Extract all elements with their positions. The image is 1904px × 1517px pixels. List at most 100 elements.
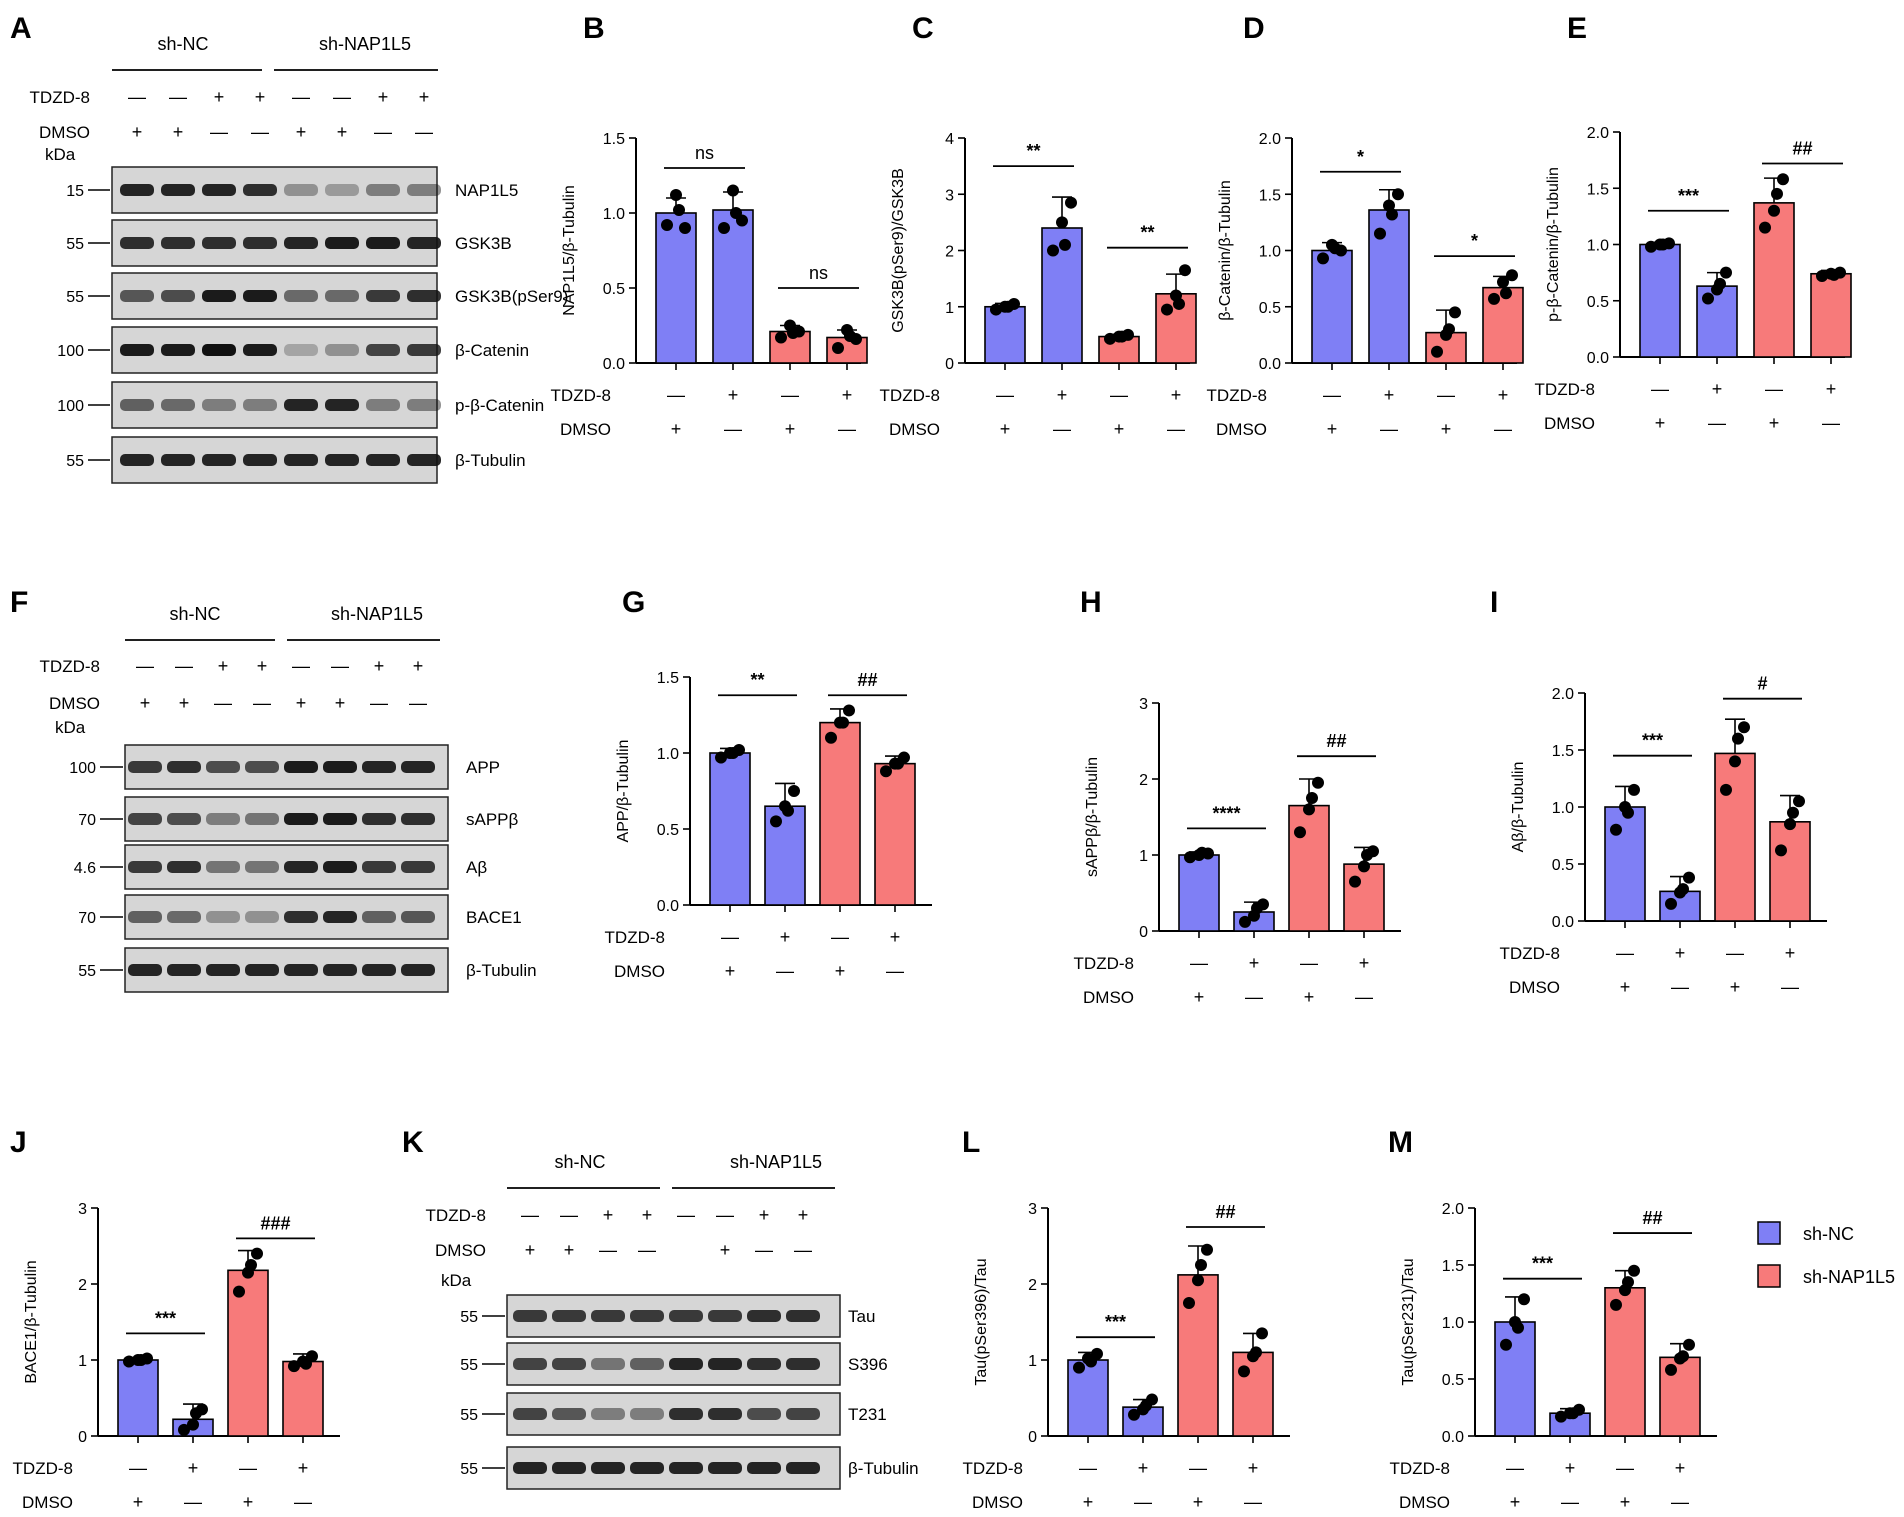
chart-M-data-point	[1610, 1298, 1622, 1311]
chart-D-y-tick-label: 2.0	[1259, 131, 1281, 148]
chart-J-bar	[282, 1360, 324, 1437]
blot-A-marker-label: 55	[66, 236, 84, 253]
chart-H-y-tick-label: 3	[1139, 696, 1148, 713]
chart-M-dmso-sign: +	[1620, 1492, 1631, 1512]
chart-M-bar	[1494, 1321, 1536, 1437]
blot-F-band	[206, 761, 240, 773]
blot-F-tdzd-row-label: TDZD-8	[40, 657, 100, 676]
chart-C-y-tick-label: 4	[945, 131, 954, 148]
chart-M-y-tick-label: 1.5	[1442, 1258, 1464, 1275]
chart-I-data-point	[1784, 818, 1796, 831]
blot-K-band	[747, 1310, 781, 1322]
chart-J-data-point	[190, 1407, 202, 1420]
blot-A-band	[161, 184, 195, 196]
chart-E-y-tick-label: 0.5	[1587, 294, 1609, 311]
blot-F-band	[323, 964, 357, 976]
blot-F-protein-label: APP	[466, 758, 500, 777]
chart-H-bar	[1178, 854, 1220, 932]
chart-M-data-point	[1628, 1264, 1640, 1277]
chart-M-y-tick-label: 1.0	[1442, 1315, 1464, 1332]
chart-I-tdzd-sign: +	[1785, 943, 1796, 963]
chart-I-dmso-sign: +	[1730, 977, 1741, 997]
blot-A-band	[243, 344, 277, 356]
chart-J-tdzd-row-label: TDZD-8	[13, 1459, 73, 1478]
blot-F-protein-label: sAPPβ	[466, 810, 519, 829]
chart-C-data-point	[1161, 303, 1173, 316]
chart-C-data-point	[1179, 264, 1191, 277]
chart-D-y-tick-label: 1.5	[1259, 187, 1281, 204]
blot-F-marker-label: 70	[78, 812, 96, 829]
blot-F-band	[245, 761, 279, 773]
chart-M-tdzd-sign: +	[1565, 1458, 1576, 1478]
chart-I-tdzd-sign: +	[1675, 943, 1686, 963]
chart-B-data-point	[718, 222, 730, 234]
blot-A-marker-label: 55	[66, 289, 84, 306]
chart-I-data-point	[1665, 897, 1677, 910]
chart-B-y-tick-label: 1.0	[603, 206, 625, 223]
chart-M-data-point	[1518, 1293, 1530, 1306]
chart-E-bar	[1639, 243, 1681, 358]
blot-A-dmso-sign: +	[337, 122, 348, 142]
panel-label-G: G	[622, 586, 645, 619]
blot-K-protein-label: Tau	[848, 1307, 875, 1326]
blot-A-group-label: sh-NAP1L5	[319, 34, 411, 54]
blot-F-band	[284, 964, 318, 976]
blot-A-band	[407, 399, 441, 411]
chart-G-data-point	[892, 757, 904, 770]
chart-H-bar	[1343, 863, 1385, 932]
chart-E-significance-label: ##	[1792, 139, 1812, 159]
chart-E-data-point	[1657, 238, 1669, 251]
chart-G-tdzd-sign: +	[890, 927, 901, 947]
chart-G-dmso-sign: —	[886, 961, 904, 981]
chart-J-data-point	[187, 1418, 199, 1431]
blot-F-band	[167, 813, 201, 825]
blot-A-group-label: sh-NC	[157, 34, 208, 54]
blot-A-marker-label: 100	[57, 343, 84, 360]
blot-F-dmso-sign: +	[335, 693, 346, 713]
chart-H-data-point	[1184, 851, 1196, 864]
blot-A-band	[161, 399, 195, 411]
chart-B-data-point	[670, 189, 682, 201]
blot-A-band	[325, 237, 359, 249]
chart-B-dmso-row-label: DMSO	[560, 420, 611, 439]
blot-F-band	[284, 813, 318, 825]
chart-L-dmso-row-label: DMSO	[972, 1493, 1023, 1512]
chart-I-bar	[1714, 752, 1756, 922]
chart-J-data-point	[135, 1354, 147, 1366]
panel-label-F: F	[10, 586, 28, 619]
blot-F-band	[401, 813, 435, 825]
chart-C-data-point	[990, 303, 1002, 316]
blot-A-band	[366, 399, 400, 411]
chart-L-data-point	[1256, 1327, 1268, 1340]
blot-A-band	[120, 399, 154, 411]
chart-J-data-point	[251, 1247, 263, 1260]
chart-C-bar	[984, 305, 1026, 364]
chart-H-y-tick-label: 2	[1139, 772, 1148, 789]
blot-F-tdzd-sign: +	[218, 656, 229, 676]
chart-G-bar	[874, 762, 916, 906]
chart-E-tdzd-sign: +	[1826, 379, 1837, 399]
blot-A-band	[366, 454, 400, 466]
chart-H-tdzd-sign: +	[1249, 953, 1260, 973]
panel-label-E: E	[1567, 12, 1587, 45]
blot-F-tdzd-sign: —	[175, 656, 193, 676]
blot-K-protein-label: β-Tubulin	[848, 1459, 919, 1478]
chart-J-tdzd-sign: +	[298, 1458, 309, 1478]
chart-E-dmso-sign: —	[1822, 413, 1840, 433]
blot-A-band	[284, 344, 318, 356]
blot-A-tdzd-row-label: TDZD-8	[30, 88, 90, 107]
chart-L-dmso-sign: —	[1134, 1492, 1152, 1512]
chart-J-dmso-sign: —	[294, 1492, 312, 1512]
blot-A-band	[120, 454, 154, 466]
blot-K-band	[552, 1310, 586, 1322]
chart-M-y-axis-label: Tau(pSer231)/Tau	[1400, 1258, 1417, 1385]
blot-A-band	[407, 344, 441, 356]
blot-K-group-label: sh-NC	[554, 1152, 605, 1172]
blot-F-band	[128, 813, 162, 825]
blot-A-band	[284, 237, 318, 249]
blot-A-band	[202, 237, 236, 249]
chart-J-significance-label: ***	[155, 1308, 176, 1328]
chart-B-dmso-sign: +	[671, 419, 682, 439]
chart-D-data-point	[1500, 287, 1512, 300]
chart-L-tdzd-sign: —	[1189, 1458, 1207, 1478]
